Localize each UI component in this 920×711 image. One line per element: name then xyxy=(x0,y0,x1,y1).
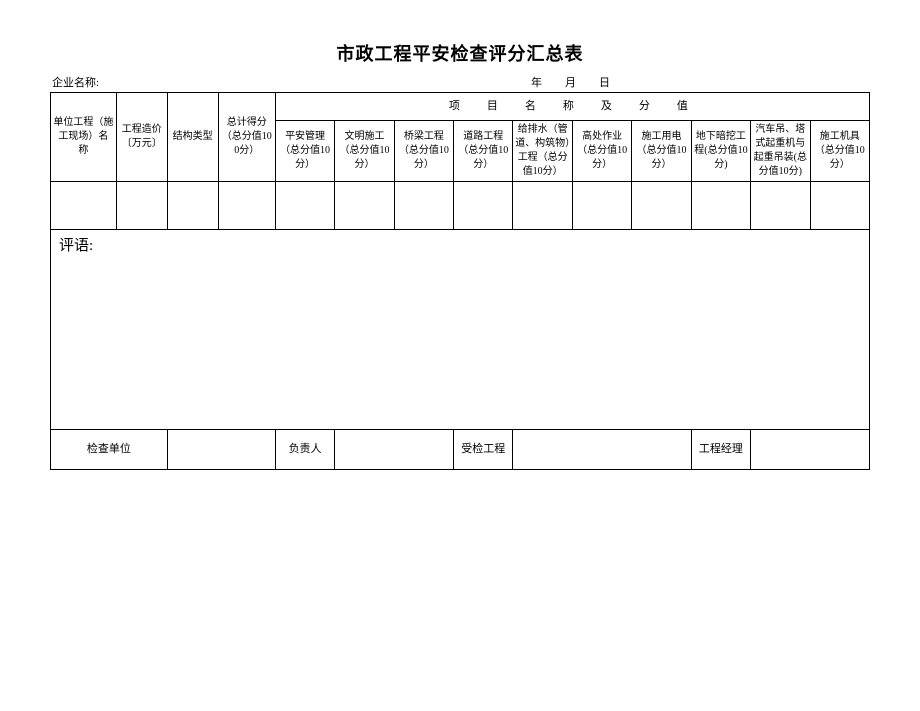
h-col4: 总计得分（总分值100分） xyxy=(218,93,275,182)
score-table: 单位工程（施工现场）名 称 工程造价〔万元〕 结构类型 总计得分（总分值100分… xyxy=(50,92,870,470)
cell xyxy=(691,182,750,230)
h-s10: 施工机具（总分值10分） xyxy=(810,121,869,182)
h-col2: 工程造价〔万元〕 xyxy=(116,93,167,182)
h-col3: 结构类型 xyxy=(167,93,218,182)
h-s6: 高处作业（总分值10分） xyxy=(572,121,631,182)
f-leader-value xyxy=(335,430,454,470)
date-label: 年 月 日 xyxy=(99,74,868,90)
h-s7: 施工用电（总分值10分） xyxy=(632,121,691,182)
data-row xyxy=(51,182,870,230)
f-manager-value xyxy=(751,430,870,470)
page-title: 市政工程平安检查评分汇总表 xyxy=(50,40,870,66)
cell xyxy=(275,182,334,230)
f-project-value xyxy=(513,430,691,470)
f-leader-label: 负责人 xyxy=(275,430,334,470)
cell xyxy=(167,182,218,230)
h-s2: 文明施工（总分值10分） xyxy=(335,121,394,182)
cell xyxy=(454,182,513,230)
meta-row: 企业名称: 年 月 日 xyxy=(50,74,870,90)
h-s9: 汽车吊、塔式起重机与起重吊装(总分值10分) xyxy=(751,121,810,182)
f-project-label: 受检工程 xyxy=(454,430,513,470)
h-s1: 平安管理（总分值10分） xyxy=(275,121,334,182)
cell xyxy=(810,182,869,230)
f-manager-label: 工程经理 xyxy=(691,430,750,470)
h-group: 项 目 名 称 及 分 值 xyxy=(275,93,869,121)
cell xyxy=(572,182,631,230)
f-check-unit-label: 检查单位 xyxy=(51,430,168,470)
cell xyxy=(394,182,453,230)
h-s3: 桥梁工程（总分值10分） xyxy=(394,121,453,182)
cell xyxy=(218,182,275,230)
header-row-1: 单位工程（施工现场）名 称 工程造价〔万元〕 结构类型 总计得分（总分值100分… xyxy=(51,93,870,121)
cell xyxy=(335,182,394,230)
cell xyxy=(116,182,167,230)
cell xyxy=(51,182,117,230)
h-s5: 给排水（管道、构筑物）工程（总分值10分） xyxy=(513,121,572,182)
comment-row: 评语: xyxy=(51,230,870,430)
h-s8: 地下暗挖工程(总分值10分) xyxy=(691,121,750,182)
company-label: 企业名称: xyxy=(52,74,99,90)
h-col1: 单位工程（施工现场）名 称 xyxy=(51,93,117,182)
cell xyxy=(513,182,572,230)
h-s4: 道路工程（总分值10分） xyxy=(454,121,513,182)
footer-row: 检查单位 负责人 受检工程 工程经理 xyxy=(51,430,870,470)
f-check-unit-value xyxy=(167,430,275,470)
cell xyxy=(632,182,691,230)
cell xyxy=(751,182,810,230)
comment-cell: 评语: xyxy=(51,230,870,430)
